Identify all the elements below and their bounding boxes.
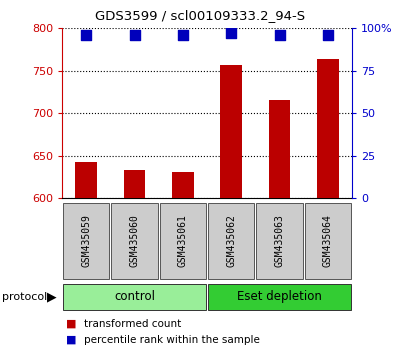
Bar	[317, 59, 339, 198]
Bar	[124, 170, 145, 198]
Text: GSM435062: GSM435062	[226, 214, 236, 267]
Text: ▶: ▶	[47, 291, 57, 304]
Bar	[304, 202, 351, 279]
Text: ■: ■	[66, 319, 76, 329]
Bar	[269, 100, 290, 198]
Text: percentile rank within the sample: percentile rank within the sample	[84, 335, 260, 345]
Point	[325, 32, 331, 38]
Bar	[63, 284, 206, 310]
Point	[83, 32, 89, 38]
Text: GSM435064: GSM435064	[323, 214, 333, 267]
Point	[228, 30, 234, 36]
Bar	[75, 162, 97, 198]
Text: ■: ■	[66, 335, 76, 345]
Point	[131, 32, 138, 38]
Text: GSM435059: GSM435059	[81, 214, 91, 267]
Text: Eset depletion: Eset depletion	[237, 290, 322, 303]
Point	[276, 32, 283, 38]
Bar	[208, 202, 254, 279]
Bar	[208, 284, 351, 310]
Bar	[111, 202, 158, 279]
Text: protocol: protocol	[2, 292, 47, 302]
Bar	[220, 65, 242, 198]
Text: GSM435063: GSM435063	[274, 214, 284, 267]
Bar	[160, 202, 206, 279]
Bar	[63, 202, 110, 279]
Text: control: control	[114, 290, 155, 303]
Bar	[256, 202, 303, 279]
Text: GDS3599 / scl00109333.2_94-S: GDS3599 / scl00109333.2_94-S	[95, 9, 305, 22]
Text: GSM435060: GSM435060	[130, 214, 140, 267]
Text: transformed count: transformed count	[84, 319, 181, 329]
Text: GSM435061: GSM435061	[178, 214, 188, 267]
Point	[180, 32, 186, 38]
Bar	[172, 172, 194, 198]
